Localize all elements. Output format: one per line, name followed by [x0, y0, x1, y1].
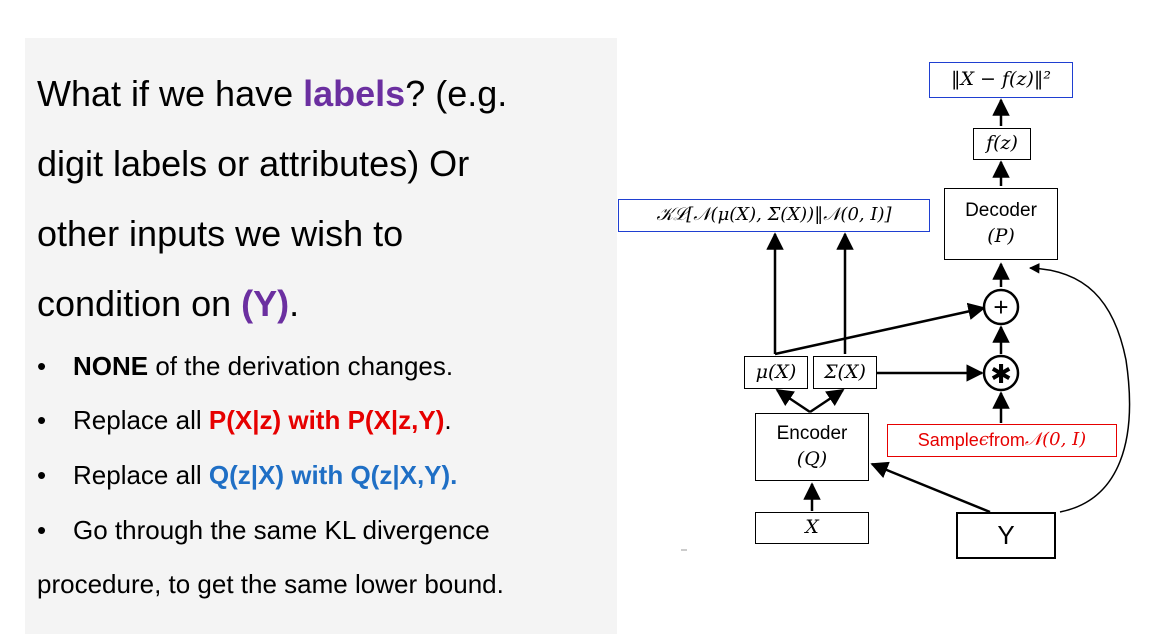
text-panel: What if we have labels? (e.g. digit labe…	[25, 38, 617, 634]
heading-line-1: What if we have labels? (e.g.	[37, 73, 508, 114]
heading-line-3: other inputs we wish to	[37, 213, 404, 254]
labels-highlight: labels	[303, 73, 406, 114]
arrow-y-to-encoder	[870, 461, 991, 514]
sample-box: Sample ϵ from 𝒩(0, I)	[887, 424, 1117, 457]
encoder-box: Encoder (Q)	[755, 413, 869, 481]
times-symbol: ✱	[990, 360, 1012, 390]
arrow-mu-to-plus	[774, 302, 986, 356]
mu-box: μ(X)	[744, 356, 808, 389]
fz-box: f(z)	[973, 128, 1031, 160]
decoder-box: Decoder (P)	[944, 188, 1058, 260]
heading-line-4: condition on (Y).	[37, 283, 300, 324]
bullet-3: • Replace all Q(z|X) with Q(z|X,Y).	[37, 460, 458, 490]
x-input-box: X	[755, 512, 869, 544]
arrow-encoder-to-sigma	[809, 388, 845, 414]
bullet-1: • NONE of the derivation changes.	[37, 351, 454, 381]
bullet-4: • Go through the same KL divergence	[37, 515, 490, 545]
y-input-box: Y	[956, 512, 1056, 559]
sigma-box: Σ(X)	[813, 356, 877, 389]
kl-divergence-box: 𝒦ℒ[𝒩(μ(X), Σ(X))‖𝒩(0, I)]	[618, 199, 930, 232]
bullet-2: • Replace all P(X|z) with P(X|z,Y).	[37, 405, 452, 435]
arrow-encoder-to-mu	[775, 388, 811, 414]
y-highlight: (Y)	[241, 283, 290, 324]
bullet-4-continuation: procedure, to get the same lower bound.	[37, 569, 504, 599]
reconstruction-loss-box: ‖X − f(z)‖²	[929, 62, 1073, 98]
heading-line-2: digit labels or attributes) Or	[37, 143, 470, 184]
arrow-y-to-decoder	[1028, 263, 1131, 513]
plus-symbol: +	[993, 292, 1008, 322]
times-node	[982, 354, 1020, 392]
plus-node	[982, 288, 1020, 326]
